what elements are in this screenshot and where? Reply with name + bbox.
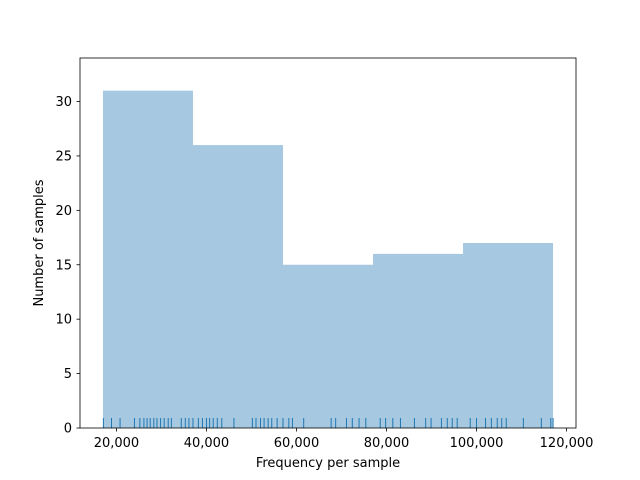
x-tick-label: 20,000 (94, 436, 140, 451)
x-tick-label: 40,000 (184, 436, 230, 451)
y-tick-label: 25 (55, 149, 72, 164)
y-tick-label: 15 (55, 258, 72, 273)
y-tick-label: 30 (55, 95, 72, 110)
x-tick-label: 60,000 (274, 436, 320, 451)
x-tick-label: 80,000 (364, 436, 410, 451)
plot-frame (79, 57, 577, 429)
y-axis-label: Number of samples (32, 179, 47, 306)
x-tick-label: 100,000 (450, 436, 504, 451)
histogram-bar-3 (373, 253, 464, 428)
histogram-bar-0 (102, 90, 193, 428)
y-tick-label: 10 (55, 313, 72, 328)
x-axis-label: Frequency per sample (256, 456, 400, 471)
histogram-bar-2 (282, 264, 374, 428)
histogram-bar-1 (192, 145, 283, 428)
x-tick-label: 120,000 (540, 436, 594, 451)
y-tick-label: 5 (64, 367, 72, 382)
histogram-bar-4 (463, 243, 554, 428)
rug-marks (102, 418, 554, 428)
y-axis-ticks: 0 5 10 15 20 25 30 (55, 95, 80, 437)
histogram-bars (102, 90, 554, 428)
x-axis-ticks: 20,000 40,000 60,000 80,000 100,000 120,000 (94, 428, 594, 451)
y-tick-label: 20 (55, 204, 72, 219)
y-tick-label: 0 (64, 422, 72, 437)
